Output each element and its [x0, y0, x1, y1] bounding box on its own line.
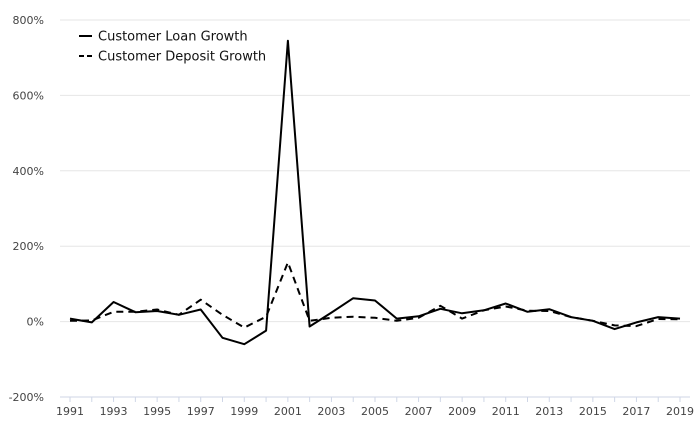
- x-axis: [60, 396, 690, 402]
- legend-label: Customer Loan Growth: [98, 30, 248, 45]
- y-tick-label: 200%: [13, 240, 44, 253]
- legend: Customer Loan Growth Customer Deposit Gro…: [79, 30, 266, 65]
- x-tick-label: 2019: [666, 405, 694, 418]
- y-axis-labels: 800% 600% 400% 200% 0% -200%: [9, 14, 44, 404]
- x-tick-label: 2017: [622, 405, 650, 418]
- x-tick-label: 2007: [405, 405, 433, 418]
- series-line-1: [69, 39, 681, 346]
- x-tick-label: 2013: [535, 405, 563, 418]
- y-tick-label: 800%: [13, 14, 44, 27]
- y-tick-label: 400%: [13, 165, 44, 178]
- y-tick-label: 600%: [13, 89, 44, 102]
- x-tick-label: 2003: [317, 405, 345, 418]
- legend-label: Customer Deposit Growth: [98, 50, 266, 65]
- x-tick-label: 2011: [492, 405, 520, 418]
- gridlines: [60, 19, 690, 323]
- series-line-2: [69, 261, 681, 329]
- x-tick-label: 2001: [274, 405, 302, 418]
- x-axis-labels: 1991 1993 1995 1997 1999 2001 2003 2005 2007 2009…: [56, 405, 694, 418]
- x-tick-label: 1995: [143, 405, 171, 418]
- series-lines: [69, 39, 681, 346]
- x-tick-label: 2005: [361, 405, 389, 418]
- x-tick-label: 1997: [187, 405, 215, 418]
- x-tick-label: 1993: [100, 405, 128, 418]
- x-tick-label: 2009: [448, 405, 476, 418]
- y-tick-label: -200%: [9, 391, 44, 404]
- x-tick-label: 1991: [56, 405, 84, 418]
- y-tick-label: 0%: [27, 316, 44, 329]
- x-tick-label: 1999: [230, 405, 258, 418]
- x-tick-label: 2015: [579, 405, 607, 418]
